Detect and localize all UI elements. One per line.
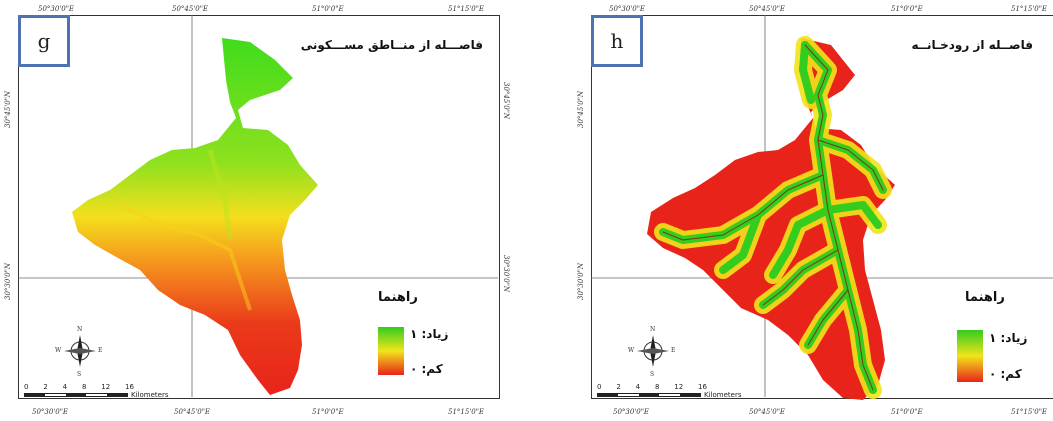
north-arrow-icon [637,335,669,367]
scale-tick: 12 [101,383,110,391]
scale-tick: 2 [616,383,620,391]
map-panel-h: 50°30'0"E 50°45'0"E 51°0'0"E 51°15'0"E 5… [573,0,1053,421]
legend-high-label: زیاد: ۱ [410,327,448,341]
scale-ticks: 0 2 4 8 12 16 [24,383,134,391]
legend-low-label: کم: ۰ [410,362,443,376]
north-arrow-icon [64,335,96,367]
legend-low-label: کم: ۰ [989,367,1022,381]
legend-title: راهنما [965,290,1005,305]
panel-badge: g [18,15,70,67]
scale-ticks: 0 2 4 8 12 16 [597,383,707,391]
watershed-area [72,38,318,395]
map-title: فاصـــله از منــاطق مســـکونی [301,38,483,52]
scale-tick: 16 [125,383,134,391]
compass-e: E [671,347,675,354]
scale-unit: Kilometers [131,391,168,399]
scale-unit: Kilometers [704,391,741,399]
scale-bar [597,393,701,397]
legend-gradient [378,327,404,375]
compass-w: W [55,347,61,354]
compass-n: N [77,326,82,333]
compass-n: N [650,326,655,333]
panel-badge: h [591,15,643,67]
scale-tick: 16 [698,383,707,391]
compass-s: S [650,371,654,378]
scale-tick: 4 [63,383,67,391]
map-panel-g: 50°30'0"E 50°45'0"E 51°0'0"E 51°15'0"E 5… [0,0,515,421]
scale-tick: 0 [597,383,601,391]
legend-title: راهنما [378,290,418,305]
legend-gradient [957,330,983,382]
scale-tick: 8 [655,383,659,391]
scale-bar [24,393,128,397]
compass-s: S [77,371,81,378]
map-graphic [573,0,1053,421]
legend-high-label: زیاد: ۱ [989,331,1027,345]
scale-tick: 2 [43,383,47,391]
scale-tick: 4 [636,383,640,391]
scale-tick: 0 [24,383,28,391]
map-graphic [0,0,515,421]
compass-e: E [98,347,102,354]
scale-tick: 12 [674,383,683,391]
compass-w: W [628,347,634,354]
map-title: فاصــله از رودخـانــه [912,38,1033,52]
scale-tick: 8 [82,383,86,391]
